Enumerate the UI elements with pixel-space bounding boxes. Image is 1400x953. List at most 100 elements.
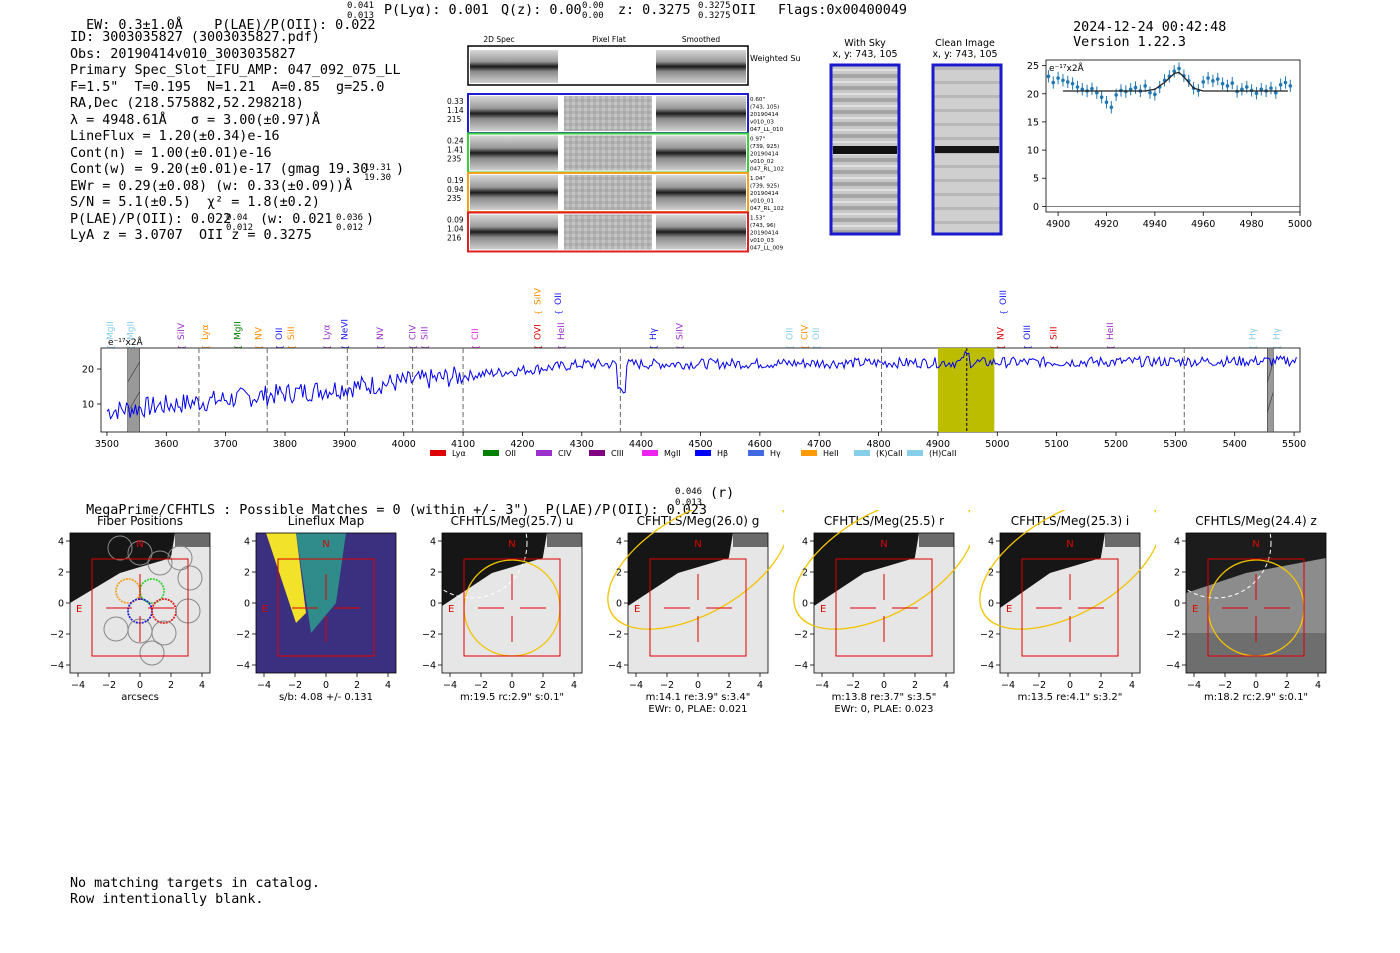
fiber-circle (147, 550, 173, 576)
zoom-ytick-label: 5 (1033, 174, 1039, 185)
info-primary: Primary Spec_Slot_IFU_AMP: 047_092_075_L… (70, 63, 401, 78)
zoom-data-point (1201, 80, 1206, 84)
line-label-bracket: { (127, 345, 136, 350)
image-panel-g: CFHTLS/Meg(26.0) gNE−4 −2 0 2 4420−2−4m:14.1… (607, 510, 784, 715)
full-xtick-label: 3900 (332, 439, 356, 450)
header-plae-sup: 0.041 (347, 1, 375, 11)
full-xtick-label: 4600 (748, 439, 772, 450)
east-label: E (820, 604, 826, 615)
cutout-smoothed (656, 175, 746, 210)
cutout-2dspec (470, 96, 558, 131)
line-label-bracket: { (287, 345, 296, 350)
legend-label: Lyα (452, 449, 466, 458)
line-label-text: NV (254, 326, 264, 340)
cutout-row-stat: 1.41 (447, 146, 464, 155)
zoom-data-point (1061, 78, 1065, 83)
panel-title: CFHTLS/Meg(24.4) z (1195, 514, 1317, 528)
legend-swatch (695, 450, 711, 456)
zoom-ytick-label: 15 (1027, 117, 1039, 128)
zoom-xtick-label: 4940 (1143, 219, 1167, 230)
cutout-row-border (467, 211, 749, 253)
hatch-line (127, 361, 140, 383)
panel-xtick-label: −2 (102, 680, 116, 691)
legend-label: CIV (558, 449, 572, 458)
panel-xtick-label: 4 (757, 680, 763, 691)
zoom-unit-label: e⁻¹⁷x2Å (1049, 62, 1085, 74)
full-xtick-label: 4700 (807, 439, 831, 450)
aperture-ellipse (607, 510, 784, 630)
legend-label: CIII (611, 449, 624, 458)
panel-xtick-label: 0 (695, 680, 701, 691)
line-label-bracket: { (676, 345, 685, 350)
cutout-row-meta: 20190414 (750, 231, 779, 237)
line-label-bracket: { (1249, 345, 1258, 350)
legend-item: MgII (642, 449, 681, 458)
panel-xtick-label: −4 (1187, 680, 1201, 691)
panel-ytick-label: 0 (430, 599, 436, 610)
panel-ytick-label: −2 (50, 630, 64, 641)
line-label: OIII { (999, 290, 1009, 315)
panel-ytick-label: −4 (1166, 661, 1180, 672)
header-version: Version 1.22.3 (1073, 35, 1186, 50)
panel-xtick-label: 0 (509, 680, 515, 691)
header-qz-sub: 0.00 (582, 11, 604, 21)
panel-xtick-label: −4 (815, 680, 829, 691)
panel-ytick-label: −2 (794, 630, 808, 641)
line-label-text: SiIV (533, 287, 543, 305)
cutout-row-meta: 0.60" (750, 97, 765, 103)
line-label-text: Hγ (649, 327, 659, 340)
legend-item: OII (483, 449, 516, 458)
panel-xtick-label: 4 (571, 680, 577, 691)
panel-xtick-label: 2 (354, 680, 360, 691)
megaprime-line: MegaPrime/CFHTLS : Possible Matches = 0 … (86, 486, 735, 518)
info-block: ID: 3003035827 (3003035827.pdf) Obs: 201… (70, 30, 450, 245)
line-label-bracket: { (557, 345, 566, 350)
panel-ytick-label: 4 (1174, 537, 1180, 548)
zoom-data-point (1095, 90, 1099, 95)
line-label-bracket: { (996, 345, 1005, 350)
col-header-2dspec: 2D Spec (483, 35, 514, 44)
fiber-circle (107, 535, 133, 561)
cutout-row-meta: 047_RL_102 (750, 206, 784, 212)
line-label-text: MgII (234, 321, 244, 340)
line-label: CIV { (800, 324, 810, 350)
panel-xtick-label: 4 (1129, 680, 1135, 691)
full-xtick-label: 4900 (926, 439, 950, 450)
weighted-sum-label: Weighted Sum (750, 54, 800, 63)
line-label: CIV { (409, 324, 419, 350)
panel-ytick-label: −2 (1166, 630, 1180, 641)
cutout-row-stat: 0.09 (447, 216, 464, 225)
panel-xtick-label: 2 (1098, 680, 1104, 691)
legend-item: Hγ (748, 449, 781, 458)
panel-xtick-label: −4 (257, 680, 271, 691)
info-lambda: λ = 4948.61Å σ = 3.00(±0.97)Å (70, 112, 320, 128)
info-lineflux: LineFlux = 1.20(±0.34)e-16 (70, 129, 280, 144)
full-xtick-label: 4400 (629, 439, 653, 450)
header-z: z: 0.3275 (618, 3, 691, 18)
zoom-data-point (1133, 85, 1138, 90)
panel-ytick-label: 2 (802, 568, 808, 579)
line-label-bracket: { (786, 345, 795, 350)
line-label-bracket: { (471, 345, 480, 350)
full-xtick-label: 4100 (451, 439, 475, 450)
east-label: E (76, 604, 82, 615)
info-plae: P(LAE)/P(OII): 0.022 0.04 0.012 (w: 0.021 0.… (70, 211, 375, 233)
panel-ytick-label: 2 (1174, 568, 1180, 579)
cutout-row-meta: 047_RL_102 (750, 167, 784, 173)
panel-ytick-label: −2 (980, 630, 994, 641)
hatch-line (127, 391, 140, 413)
cutout-row-meta: 047_LL_010 (750, 127, 784, 133)
info-lya: LyA z = 3.0707 OII z = 0.3275 (70, 228, 312, 243)
zoom-data-point (1148, 90, 1152, 95)
east-label: E (262, 604, 268, 615)
line-label-bracket: { (533, 345, 542, 350)
legend-item: HeII (801, 449, 839, 458)
zoom-data-point (1274, 90, 1278, 95)
zoom-data-point (1056, 76, 1060, 80)
panel-xtick-label: 0 (137, 680, 143, 691)
legend-item: (K)CaII (854, 449, 903, 458)
line-label-bracket: { (554, 310, 563, 315)
full-spectrum-chart: MgII{MgII{SiIV{Lyα{MgII{NV{OII{SiII{Lyα{… (82, 287, 1306, 458)
panel-title: Fiber Positions (97, 514, 183, 528)
